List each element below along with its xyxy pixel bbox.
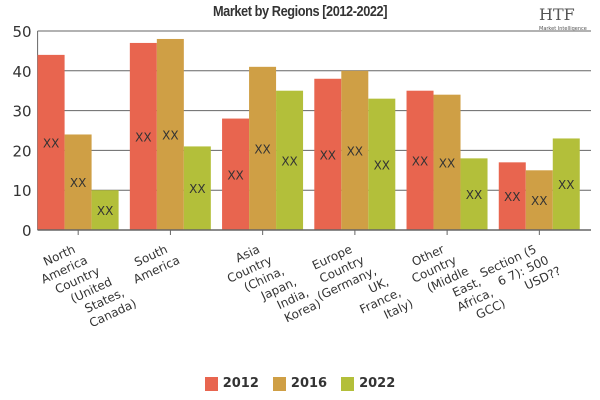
data-label: XX bbox=[97, 204, 113, 218]
legend-item-2012[interactable]: 2012 bbox=[204, 376, 259, 391]
data-label: XX bbox=[281, 154, 297, 168]
y-tick-label: 30 bbox=[13, 103, 32, 121]
bar-2016 bbox=[249, 66, 277, 230]
x-tick-label: OtherCountry(MiddleEast,Africa,GCC) bbox=[403, 228, 507, 340]
logo-subtext: Market Intelligence bbox=[539, 26, 587, 32]
y-tick-label: 50 bbox=[13, 23, 32, 41]
bar-2012 bbox=[314, 78, 342, 230]
y-tick-label: 10 bbox=[13, 182, 32, 200]
y-tick-label: 0 bbox=[22, 222, 32, 240]
bar-2022 bbox=[460, 158, 488, 230]
legend-label: 2022 bbox=[359, 376, 396, 391]
data-label: XX bbox=[320, 148, 336, 162]
data-label: XX bbox=[254, 142, 270, 156]
bar-2012 bbox=[498, 162, 526, 230]
bar-2022 bbox=[368, 98, 396, 230]
bar-2022 bbox=[183, 146, 211, 230]
x-tick-label: NorthAmericaCountry(UnitedStates,Canada) bbox=[33, 228, 139, 341]
data-label: XX bbox=[135, 130, 151, 144]
data-label: XX bbox=[162, 128, 178, 142]
bar-2012 bbox=[37, 54, 65, 230]
legend-swatch bbox=[272, 376, 286, 391]
y-tick-label: 20 bbox=[13, 142, 32, 160]
htf-logo: HTF Market Intelligence bbox=[537, 2, 597, 32]
legend-label: 2012 bbox=[222, 376, 259, 391]
data-label: XX bbox=[374, 158, 390, 172]
bar-2016 bbox=[64, 134, 92, 230]
legend-label: 2016 bbox=[290, 376, 328, 391]
data-label: XX bbox=[227, 168, 243, 182]
bar-2016 bbox=[341, 70, 369, 230]
bar-2016 bbox=[433, 94, 461, 231]
x-tick-label: AsiaCountry(China,Japan,India,Korea) bbox=[219, 228, 323, 340]
legend-item-2022[interactable]: 2022 bbox=[341, 376, 395, 391]
bar-2016 bbox=[156, 38, 184, 231]
data-label: XX bbox=[70, 176, 86, 190]
y-tick-label: 40 bbox=[13, 63, 32, 81]
legend-item-2016[interactable]: 2016 bbox=[272, 376, 328, 391]
data-label: XX bbox=[504, 190, 520, 204]
legend: 2012 2016 2022 bbox=[0, 376, 600, 391]
bar-2012 bbox=[129, 42, 157, 230]
data-label: XX bbox=[531, 194, 547, 208]
data-label: XX bbox=[189, 182, 205, 196]
legend-swatch bbox=[204, 376, 218, 391]
bar-2016 bbox=[525, 170, 553, 230]
bar-2012 bbox=[222, 118, 250, 230]
data-label: XX bbox=[466, 188, 482, 202]
data-label: XX bbox=[347, 144, 363, 158]
bar-2012 bbox=[406, 90, 434, 230]
logo-text: HTF bbox=[539, 5, 575, 24]
x-tick-label: SouthAmerica bbox=[125, 239, 182, 286]
x-tick-label: EuropeCountry(Germany,UK,France,Italy) bbox=[302, 228, 415, 344]
data-label: XX bbox=[412, 154, 428, 168]
legend-swatch bbox=[341, 376, 355, 391]
bar-2022 bbox=[276, 90, 304, 230]
bar-2022 bbox=[91, 190, 119, 230]
chart-title: Market by Regions [2012-2022] bbox=[212, 3, 388, 20]
data-label: XX bbox=[43, 136, 59, 150]
data-label: XX bbox=[558, 178, 574, 192]
bar-2022 bbox=[552, 138, 580, 230]
data-label: XX bbox=[439, 156, 455, 170]
